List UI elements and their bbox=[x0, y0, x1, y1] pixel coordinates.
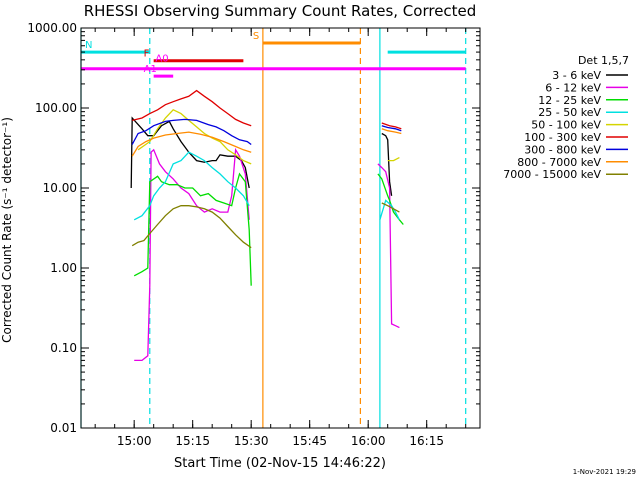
x-tick-label-1: 15:15 bbox=[175, 434, 210, 448]
x-tick-label-3: 15:45 bbox=[292, 434, 327, 448]
y-tick-label-0: 0.01 bbox=[50, 421, 77, 435]
flag-label-0: N bbox=[85, 40, 92, 51]
series-8-segment-1 bbox=[381, 202, 400, 213]
flag-label-5: A0 bbox=[155, 53, 168, 64]
y-tick-label-1: 0.10 bbox=[50, 341, 77, 355]
series-6-segment-1 bbox=[381, 125, 402, 132]
y-tick-label-2: 1.00 bbox=[50, 261, 77, 275]
x-tick-label-0: 15:00 bbox=[117, 434, 152, 448]
legend-label-6: 300 - 800 keV bbox=[524, 143, 601, 156]
data-series bbox=[130, 89, 404, 362]
flag-label-4: A1 bbox=[144, 64, 157, 75]
series-3-segment-0 bbox=[133, 151, 250, 221]
vertical-markers bbox=[80, 28, 467, 428]
flag-label-3: F bbox=[144, 49, 150, 60]
legend-title: Det 1,5,7 bbox=[578, 54, 629, 67]
legend-label-7: 800 - 7000 keV bbox=[517, 156, 601, 169]
legend-label-4: 50 - 100 keV bbox=[531, 119, 601, 132]
legend-label-2: 12 - 25 keV bbox=[538, 94, 601, 107]
series-4-segment-0 bbox=[137, 109, 252, 165]
legend-label-5: 100 - 300 keV bbox=[524, 131, 601, 144]
series-7-segment-1 bbox=[381, 128, 402, 135]
x-tick-label-4: 16:00 bbox=[351, 434, 386, 448]
legend-label-1: 6 - 12 keV bbox=[545, 81, 601, 94]
x-axis-label: Start Time (02-Nov-15 14:46:22) bbox=[174, 456, 386, 471]
series-4-segment-1 bbox=[387, 157, 400, 162]
footer-timestamp: 1-Nov-2021 19:29 bbox=[573, 468, 636, 476]
legend-label-0: 3 - 6 keV bbox=[552, 69, 601, 82]
flag-label-2: S bbox=[253, 31, 259, 42]
legend-label-8: 7000 - 15000 keV bbox=[503, 168, 601, 181]
series-6-segment-0 bbox=[131, 118, 252, 146]
y-tick-label-5: 1000.00 bbox=[27, 21, 77, 35]
series-2-segment-0 bbox=[133, 172, 252, 286]
series-5-segment-0 bbox=[132, 89, 252, 127]
axes: 0.01 0.10 1.00 10.00 100.00 1000.00 15:00 15:15… bbox=[27, 21, 481, 448]
y-axis-label: Corrected Count Rate (s⁻¹ detector⁻¹) bbox=[0, 117, 14, 343]
legend-label-3: 25 - 50 keV bbox=[538, 106, 601, 119]
series-1-segment-1 bbox=[377, 163, 400, 329]
y-tick-label-4: 100.00 bbox=[35, 101, 77, 115]
plot-frame bbox=[80, 27, 481, 429]
series-5-segment-1 bbox=[381, 122, 402, 130]
series-3-segment-1 bbox=[379, 199, 400, 221]
y-tick-label-3: 10.00 bbox=[43, 181, 77, 195]
series-8-segment-0 bbox=[131, 205, 252, 249]
series-0-segment-0 bbox=[130, 116, 250, 189]
series-7-segment-0 bbox=[131, 131, 252, 157]
series-0-segment-1 bbox=[381, 132, 393, 196]
x-tick-label-2: 15:30 bbox=[234, 434, 269, 448]
chart-title: RHESSI Observing Summary Count Rates, Co… bbox=[84, 2, 477, 20]
series-1-segment-0 bbox=[134, 147, 250, 362]
x-tick-label-5: 16:15 bbox=[409, 434, 444, 448]
